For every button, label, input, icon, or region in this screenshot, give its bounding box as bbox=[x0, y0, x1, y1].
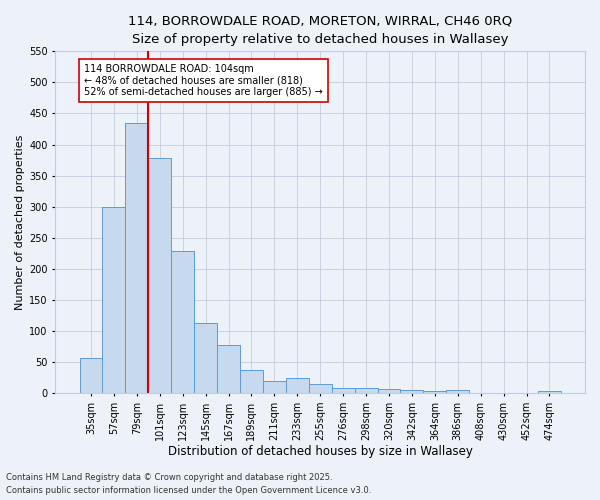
Bar bbox=[286, 378, 309, 393]
X-axis label: Distribution of detached houses by size in Wallasey: Distribution of detached houses by size … bbox=[168, 444, 473, 458]
Bar bbox=[125, 123, 148, 393]
Bar bbox=[148, 158, 171, 393]
Bar bbox=[309, 384, 332, 393]
Y-axis label: Number of detached properties: Number of detached properties bbox=[15, 134, 25, 310]
Text: Contains HM Land Registry data © Crown copyright and database right 2025.
Contai: Contains HM Land Registry data © Crown c… bbox=[6, 474, 371, 495]
Title: 114, BORROWDALE ROAD, MORETON, WIRRAL, CH46 0RQ
Size of property relative to det: 114, BORROWDALE ROAD, MORETON, WIRRAL, C… bbox=[128, 15, 512, 46]
Bar bbox=[377, 389, 400, 393]
Bar bbox=[538, 390, 561, 393]
Bar bbox=[424, 390, 446, 393]
Bar bbox=[240, 370, 263, 393]
Bar bbox=[103, 206, 125, 393]
Bar bbox=[355, 388, 377, 393]
Bar bbox=[217, 346, 240, 393]
Bar bbox=[332, 388, 355, 393]
Bar bbox=[171, 252, 194, 393]
Bar bbox=[80, 358, 103, 393]
Text: 114 BORROWDALE ROAD: 104sqm
← 48% of detached houses are smaller (818)
52% of se: 114 BORROWDALE ROAD: 104sqm ← 48% of det… bbox=[84, 64, 323, 97]
Bar bbox=[400, 390, 424, 393]
Bar bbox=[263, 382, 286, 393]
Bar bbox=[194, 323, 217, 393]
Bar bbox=[446, 390, 469, 393]
